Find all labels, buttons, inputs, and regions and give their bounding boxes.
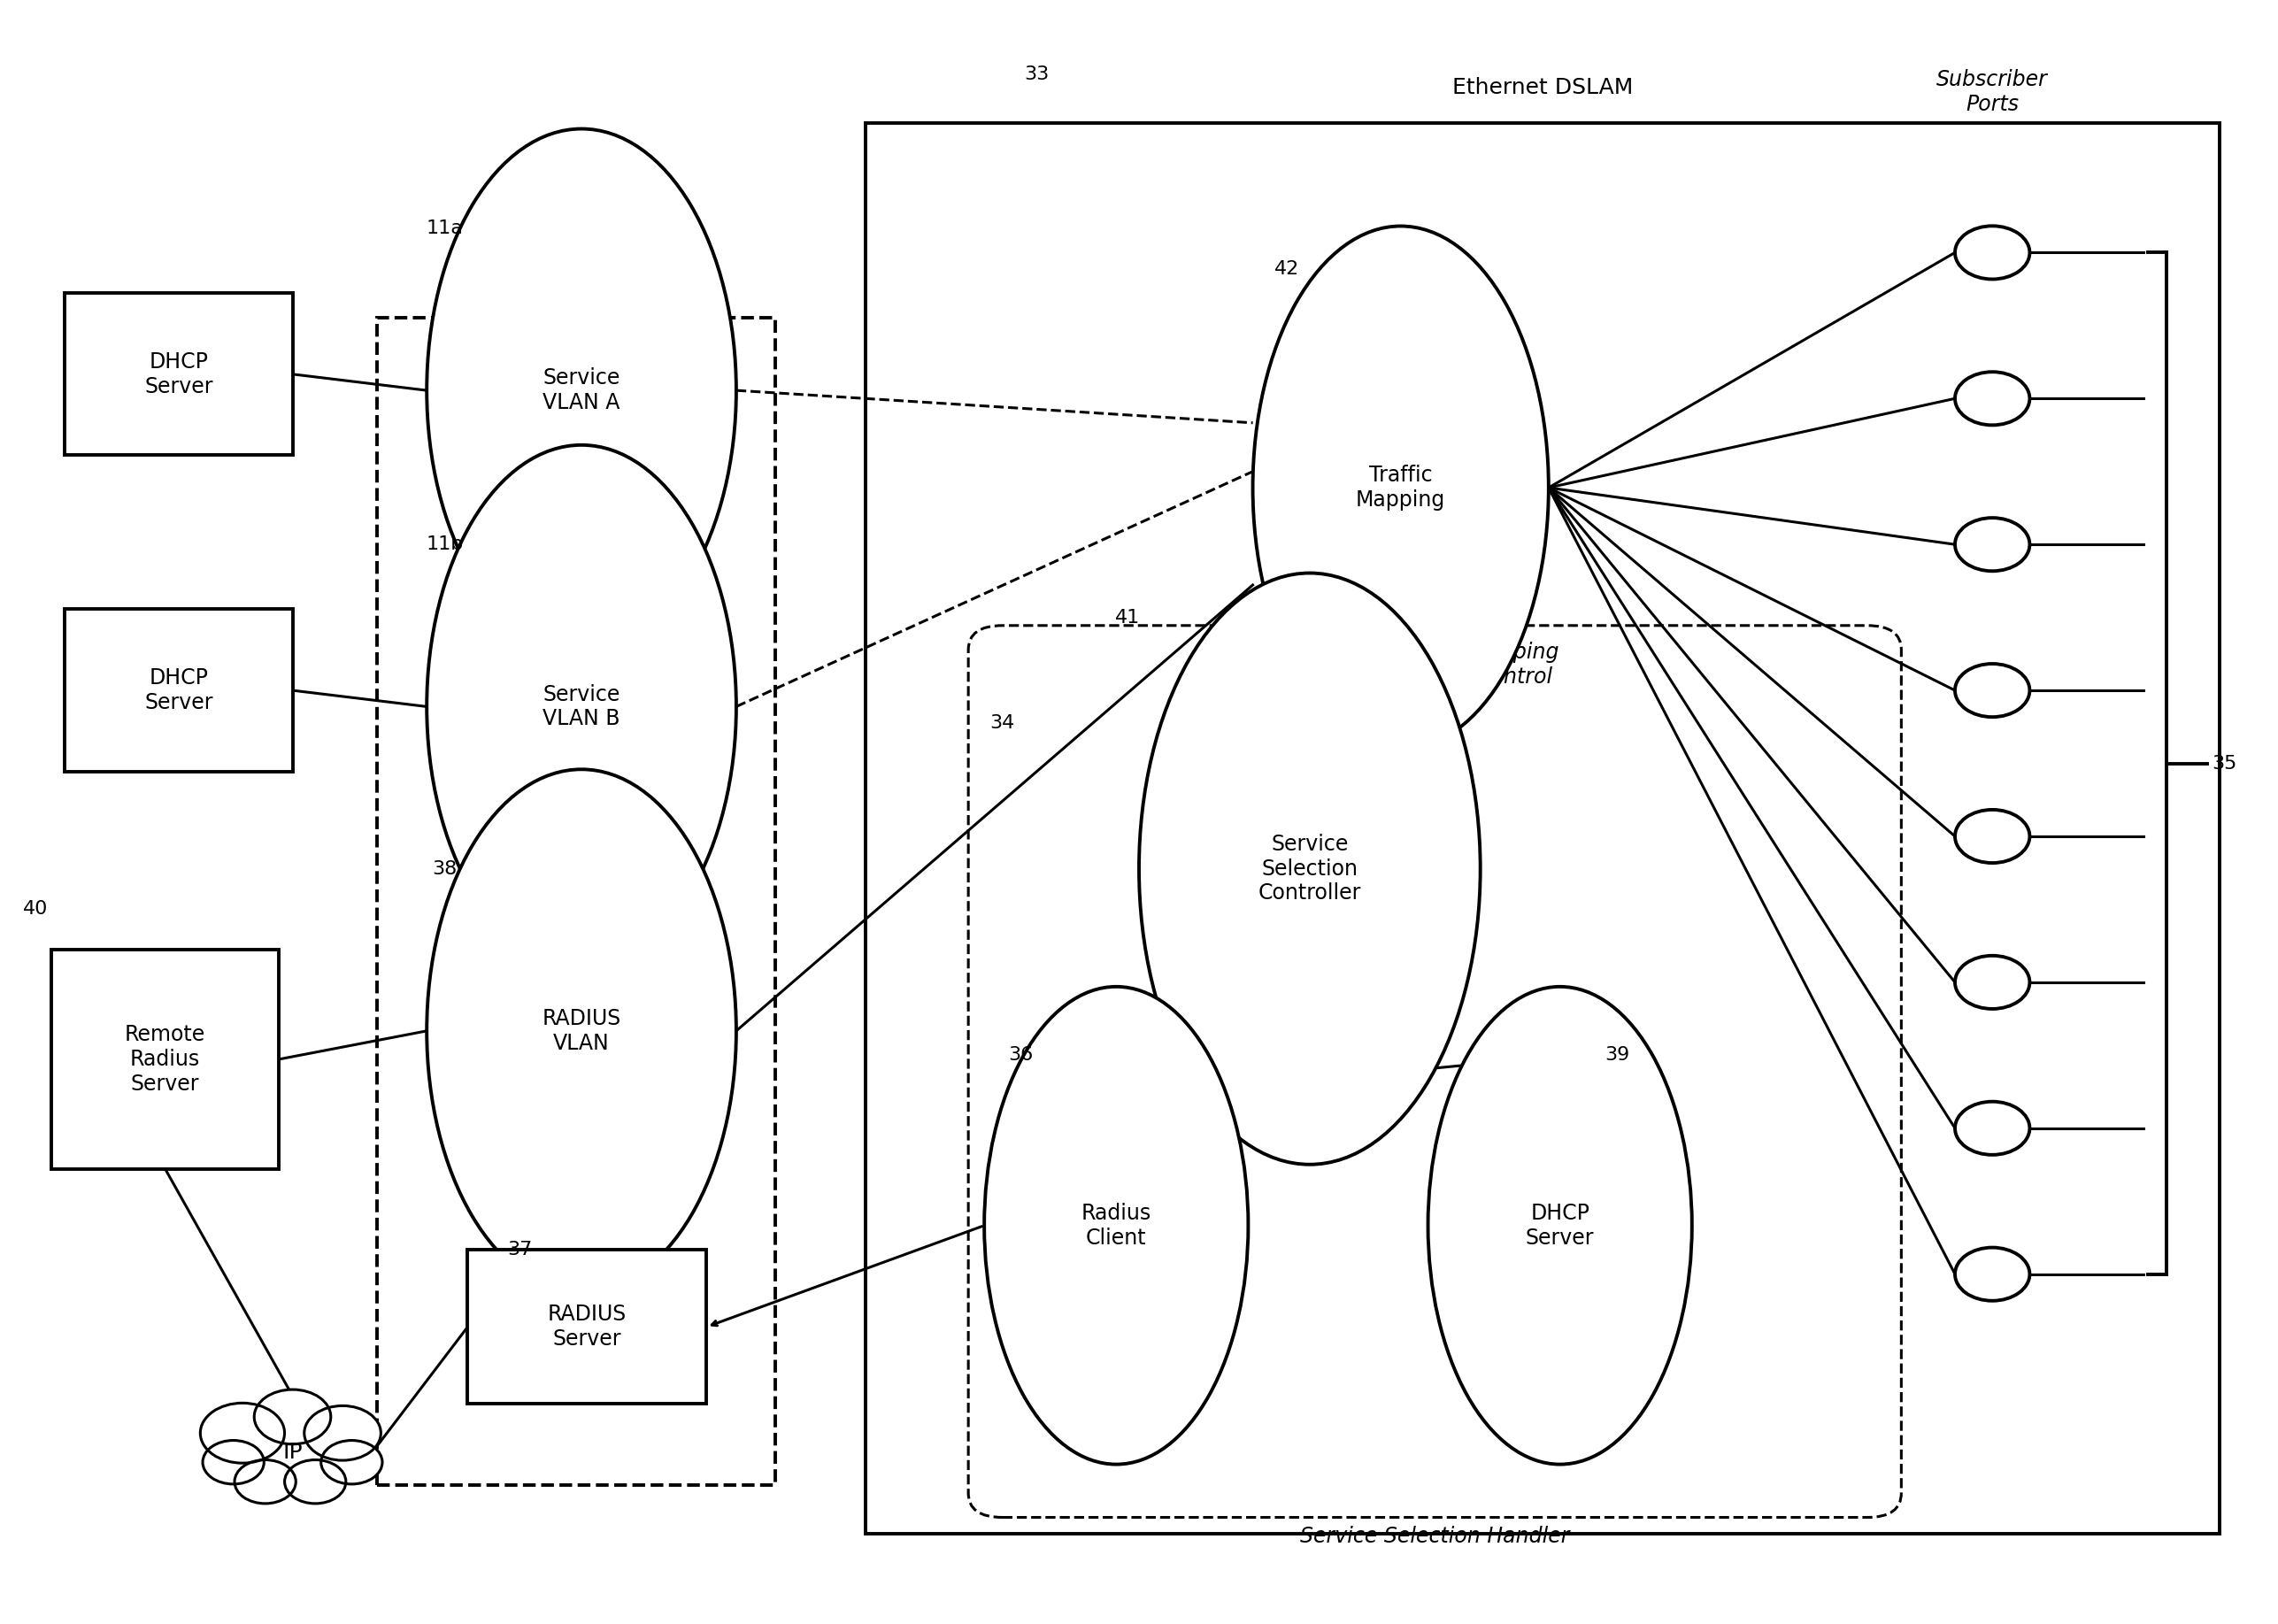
Circle shape xyxy=(305,1406,380,1460)
Text: 35: 35 xyxy=(2212,755,2237,771)
Text: 11a: 11a xyxy=(426,219,462,237)
FancyBboxPatch shape xyxy=(52,950,278,1169)
Text: Traffic
Mapping: Traffic Mapping xyxy=(1355,464,1447,510)
Circle shape xyxy=(285,1460,346,1504)
FancyBboxPatch shape xyxy=(467,1250,706,1403)
Ellipse shape xyxy=(1253,226,1549,749)
Text: 36: 36 xyxy=(1009,1046,1034,1064)
Text: Service Selection Handler: Service Selection Handler xyxy=(1301,1525,1570,1546)
Circle shape xyxy=(203,1440,264,1484)
Text: Subscriber
Ports: Subscriber Ports xyxy=(1936,68,2048,115)
Circle shape xyxy=(1955,372,2030,425)
Ellipse shape xyxy=(426,770,736,1293)
Text: Mapping
Control: Mapping Control xyxy=(1469,641,1560,687)
Text: 42: 42 xyxy=(1273,260,1298,278)
Text: 39: 39 xyxy=(1604,1046,1629,1064)
Text: Ethernet DSLAM: Ethernet DSLAM xyxy=(1453,78,1633,99)
FancyBboxPatch shape xyxy=(66,609,292,771)
Ellipse shape xyxy=(426,445,736,968)
Text: 11b: 11b xyxy=(426,536,465,554)
FancyBboxPatch shape xyxy=(376,317,775,1484)
Text: IP: IP xyxy=(282,1442,303,1463)
Circle shape xyxy=(1955,226,2030,279)
Text: DHCP
Server: DHCP Server xyxy=(144,667,214,713)
Text: Access Domain: Access Domain xyxy=(497,263,656,284)
Circle shape xyxy=(200,1403,285,1463)
FancyBboxPatch shape xyxy=(968,625,1902,1517)
Text: RADIUS
VLAN: RADIUS VLAN xyxy=(542,1009,622,1054)
Circle shape xyxy=(1955,1101,2030,1155)
Text: 33: 33 xyxy=(1025,65,1050,83)
Circle shape xyxy=(255,1390,330,1444)
Text: DHCP
Server: DHCP Server xyxy=(1526,1202,1595,1249)
Text: 37: 37 xyxy=(508,1241,533,1259)
Circle shape xyxy=(1955,955,2030,1009)
Ellipse shape xyxy=(1428,987,1693,1465)
Text: 38: 38 xyxy=(433,859,458,877)
FancyBboxPatch shape xyxy=(66,292,292,455)
Text: Service
Selection
Controller: Service Selection Controller xyxy=(1257,833,1362,905)
Circle shape xyxy=(1955,518,2030,572)
Text: 41: 41 xyxy=(1116,609,1139,627)
Text: 40: 40 xyxy=(23,900,48,918)
Text: Service
VLAN B: Service VLAN B xyxy=(542,684,620,729)
Circle shape xyxy=(235,1460,296,1504)
Circle shape xyxy=(1955,1247,2030,1301)
Text: DHCP
Server: DHCP Server xyxy=(144,351,214,398)
Circle shape xyxy=(1955,810,2030,862)
Circle shape xyxy=(1955,664,2030,718)
Ellipse shape xyxy=(984,987,1248,1465)
Text: 34: 34 xyxy=(991,715,1016,732)
FancyBboxPatch shape xyxy=(866,123,2219,1533)
Text: Service
VLAN A: Service VLAN A xyxy=(542,367,620,414)
Circle shape xyxy=(321,1440,383,1484)
Ellipse shape xyxy=(426,128,736,651)
Text: Radius
Client: Radius Client xyxy=(1082,1202,1150,1249)
Text: Remote
Radius
Server: Remote Radius Server xyxy=(125,1025,205,1095)
Text: RADIUS
Server: RADIUS Server xyxy=(547,1304,626,1350)
Ellipse shape xyxy=(1139,573,1481,1164)
